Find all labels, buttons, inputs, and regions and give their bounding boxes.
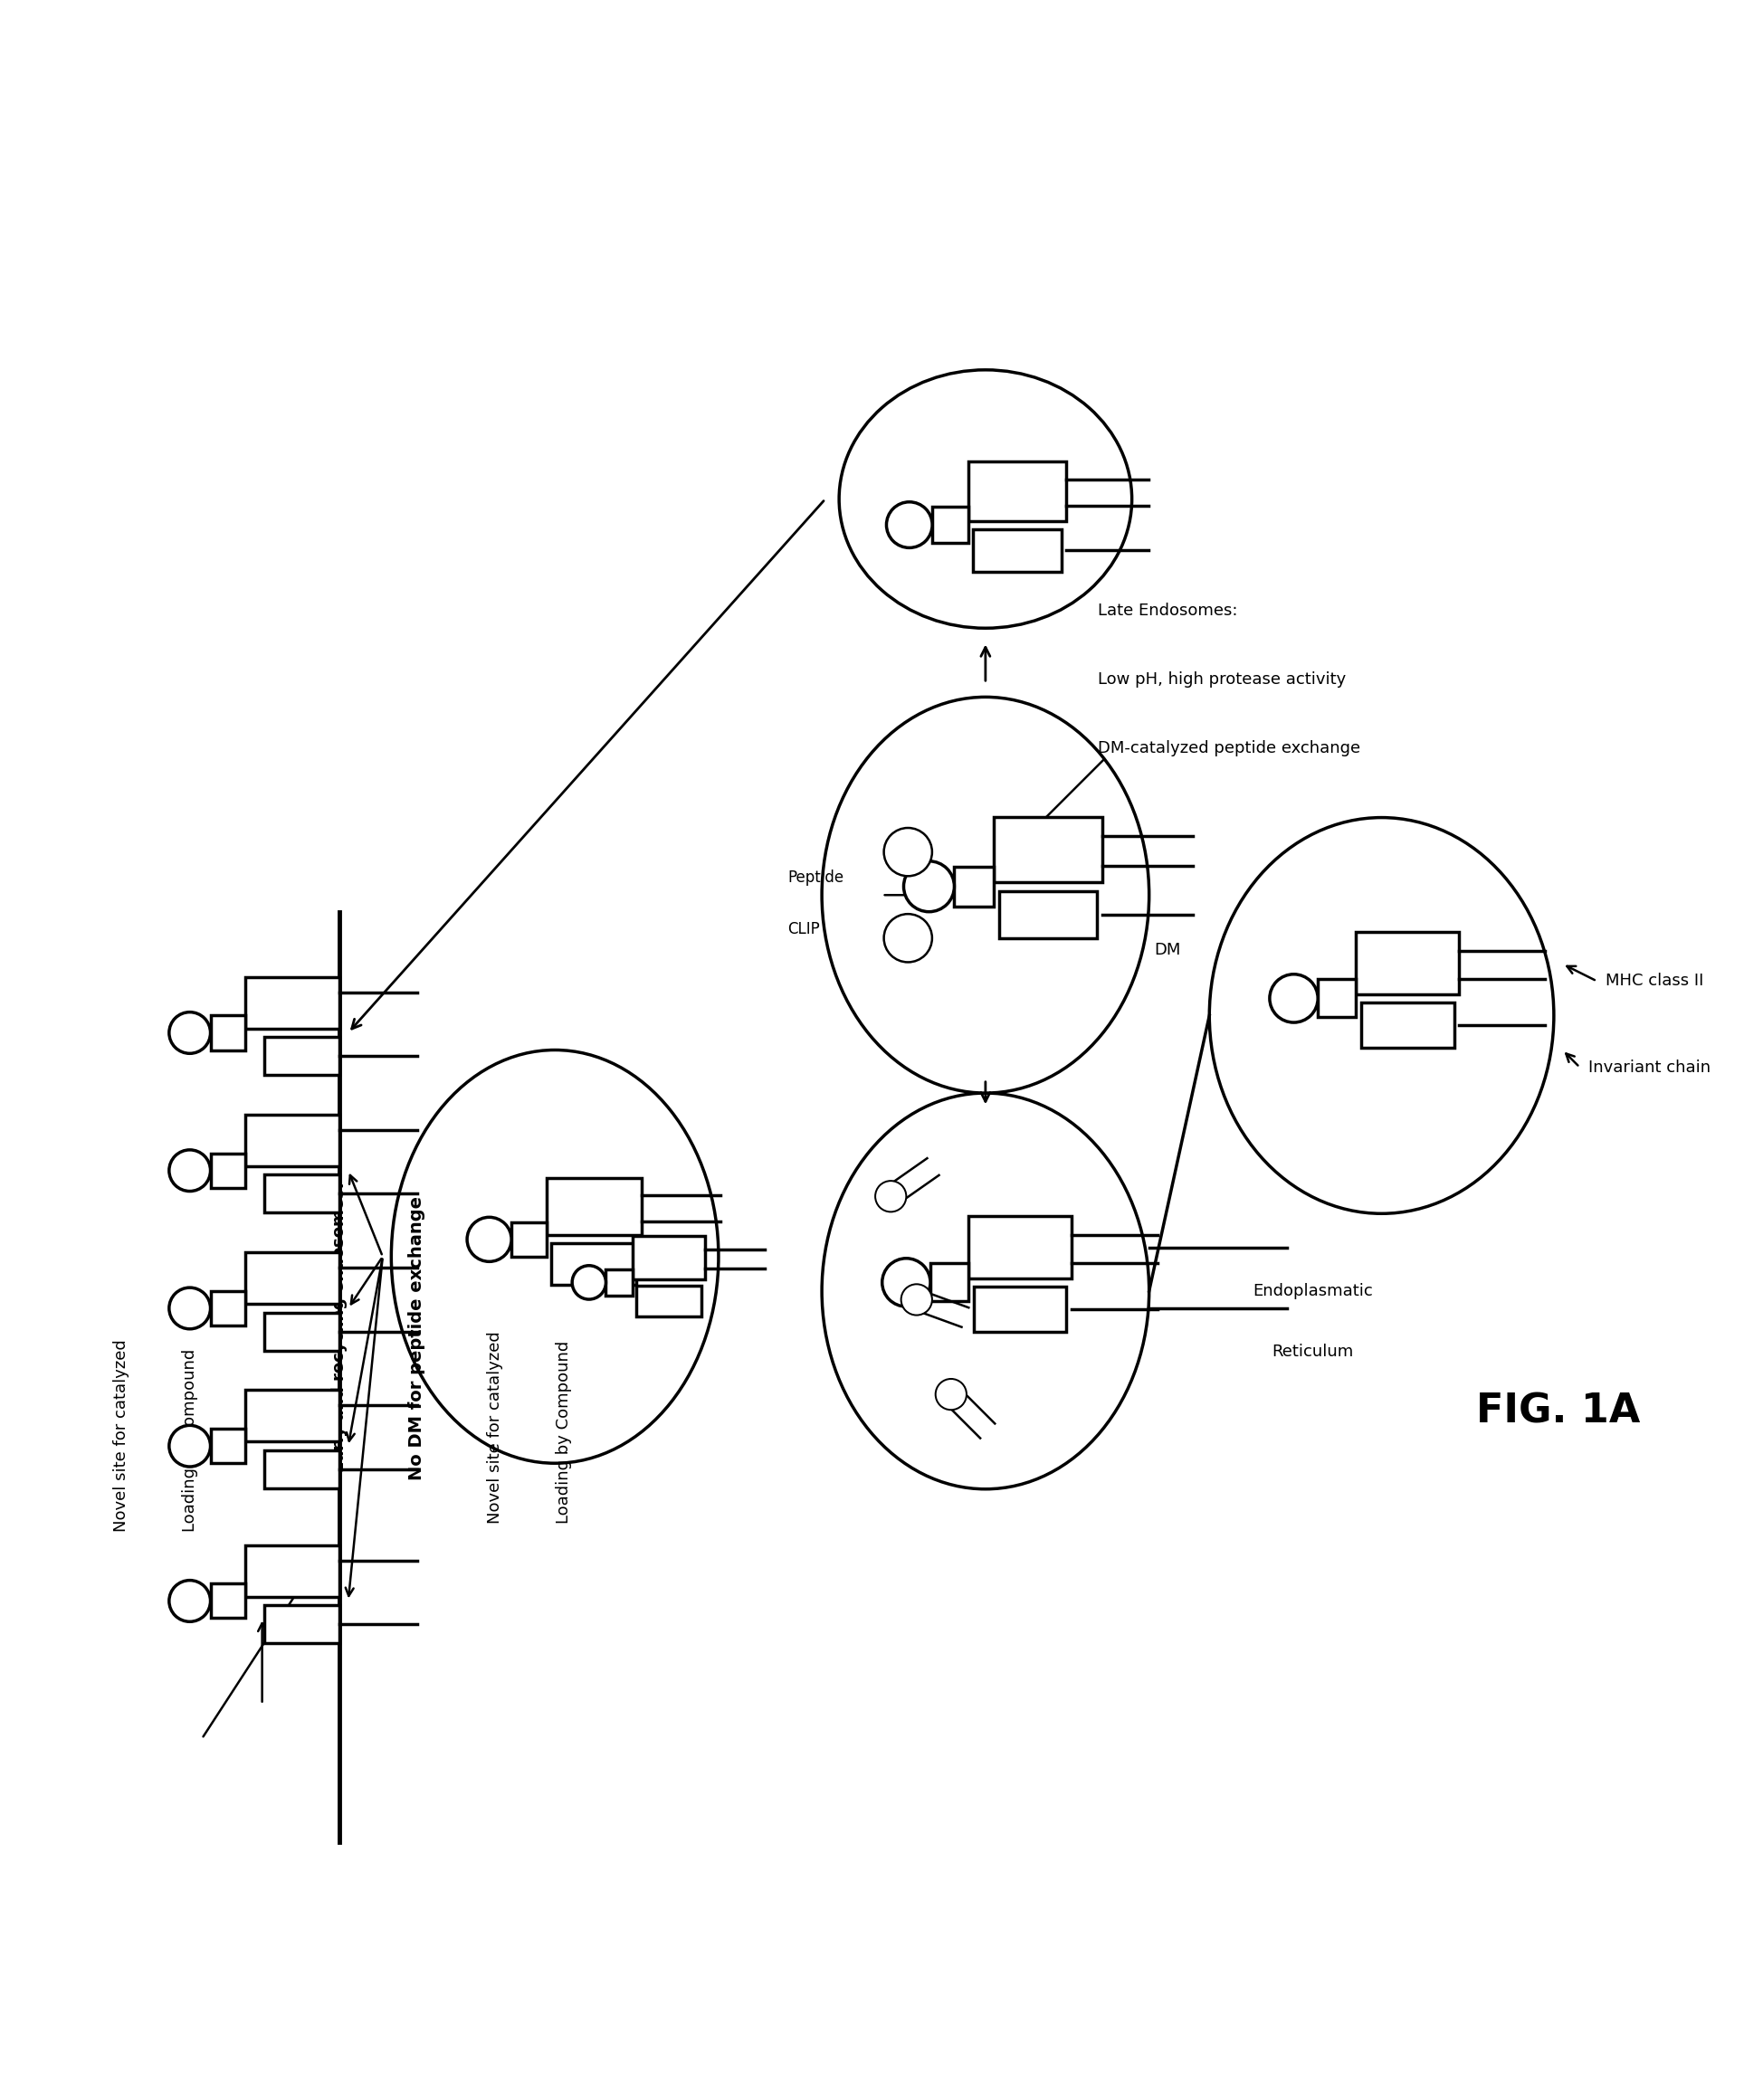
Text: No DM for peptide exchange: No DM for peptide exchange (408, 1197, 426, 1480)
Bar (954, 867, 994, 907)
Text: Peptide: Peptide (787, 869, 844, 886)
Circle shape (169, 1426, 211, 1466)
Bar (973, 1287, 1066, 1331)
Circle shape (467, 1218, 511, 1262)
Bar (263, 1312, 340, 1350)
Bar (999, 890, 1097, 939)
Bar (968, 1216, 1071, 1279)
Circle shape (875, 1180, 907, 1212)
Bar (263, 1037, 340, 1075)
Bar (211, 1583, 244, 1619)
Circle shape (572, 1266, 605, 1300)
Circle shape (169, 1151, 211, 1191)
Circle shape (169, 1287, 211, 1329)
Ellipse shape (821, 697, 1149, 1092)
Circle shape (882, 1258, 930, 1306)
Circle shape (902, 1285, 931, 1315)
Text: Novel site for catalyzed: Novel site for catalyzed (113, 1340, 129, 1533)
Circle shape (169, 1581, 211, 1621)
Text: Loading by Compound: Loading by Compound (555, 1340, 572, 1522)
Text: Late Endosomes:: Late Endosomes: (1097, 603, 1236, 620)
Bar (1355, 932, 1460, 993)
Bar (605, 1268, 633, 1296)
Bar (211, 1292, 244, 1325)
Circle shape (884, 914, 931, 962)
Bar (1318, 979, 1355, 1016)
Bar (244, 1546, 340, 1596)
Ellipse shape (839, 370, 1132, 628)
Text: Early and recycling endosomes:: Early and recycling endosomes: (331, 1182, 347, 1472)
Bar (968, 462, 1066, 521)
Ellipse shape (1209, 817, 1554, 1214)
Text: CLIP: CLIP (787, 922, 820, 937)
Circle shape (169, 1012, 211, 1054)
Text: Reticulum: Reticulum (1271, 1344, 1353, 1359)
Bar (973, 529, 1062, 571)
Bar (994, 817, 1102, 882)
Bar (211, 1016, 244, 1050)
Ellipse shape (821, 1092, 1149, 1489)
Text: DM: DM (1155, 943, 1181, 958)
Bar (633, 1237, 705, 1279)
Bar (933, 506, 968, 542)
Bar (244, 1252, 340, 1304)
Circle shape (903, 861, 954, 911)
Text: Low pH, high protease activity: Low pH, high protease activity (1097, 672, 1346, 689)
Bar (1360, 1002, 1454, 1048)
Bar (511, 1222, 546, 1256)
Text: Endoplasmatic: Endoplasmatic (1252, 1283, 1373, 1300)
Text: DM-catalyzed peptide exchange: DM-catalyzed peptide exchange (1097, 741, 1360, 756)
Bar (637, 1285, 701, 1317)
Bar (244, 977, 340, 1029)
Text: Invariant chain: Invariant chain (1589, 1058, 1711, 1075)
Bar (930, 1264, 968, 1302)
Bar (244, 1115, 340, 1166)
Bar (211, 1153, 244, 1189)
Bar (546, 1178, 642, 1235)
Bar (211, 1428, 244, 1464)
Bar (244, 1390, 340, 1443)
Text: MHC class II: MHC class II (1606, 972, 1704, 989)
Circle shape (1270, 974, 1318, 1023)
Ellipse shape (391, 1050, 719, 1464)
Circle shape (884, 827, 931, 876)
Text: Loading by Compound: Loading by Compound (181, 1348, 197, 1533)
Bar (263, 1174, 340, 1212)
Bar (263, 1604, 340, 1642)
Circle shape (886, 502, 933, 548)
Bar (263, 1451, 340, 1489)
Text: Novel site for catalyzed: Novel site for catalyzed (487, 1331, 502, 1523)
Circle shape (935, 1380, 966, 1409)
Bar (551, 1243, 637, 1285)
Text: FIG. 1A: FIG. 1A (1477, 1392, 1641, 1430)
